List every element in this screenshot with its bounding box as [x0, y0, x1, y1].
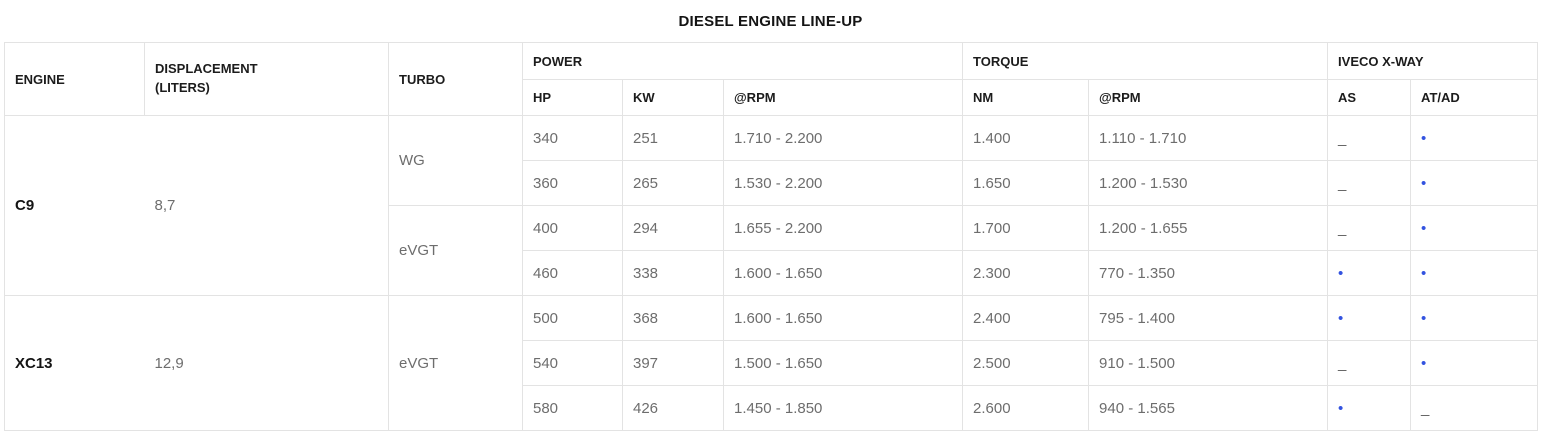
group-header-iveco-x-way: IVECO X-WAY [1327, 42, 1539, 80]
table-row: 580 426 1.450 - 1.850 2.600 940 - 1.565 … [5, 385, 1539, 431]
cell-hp: 540 [522, 340, 623, 386]
col-header-displacement-label: DISPLACEMENT (LITERS) [155, 61, 258, 95]
group-header-torque: TORQUE [962, 42, 1329, 80]
cell-turbo-type: eVGT [388, 205, 523, 296]
col-header-turbo: TURBO [388, 42, 523, 116]
cell-as-availability: _ [1327, 115, 1412, 161]
col-header-power-rpm: @RPM [722, 79, 964, 116]
col-header-hp: HP [522, 79, 623, 116]
table-row: C9 8,7 WG 340 251 1.710 - 2.200 1.400 1.… [4, 115, 1539, 296]
cell-as-availability: _ [1327, 160, 1412, 206]
cell-power-rpm: 1.530 - 2.200 [722, 160, 964, 206]
cell-power-rpm: 1.500 - 1.650 [722, 340, 964, 386]
engine-lineup-table: ENGINE DISPLACEMENT (LITERS) TURBO POWER… [4, 42, 1539, 431]
cell-as-availability: • [1327, 295, 1412, 341]
cell-at-ad-availability: • [1410, 250, 1539, 296]
cell-torque-rpm: 910 - 1.500 [1088, 340, 1329, 386]
cell-power-rpm: 1.710 - 2.200 [722, 115, 964, 161]
cell-nm: 2.600 [962, 385, 1090, 431]
cell-kw: 294 [622, 205, 724, 251]
col-header-kw: KW [622, 79, 724, 116]
cell-hp: 340 [522, 115, 623, 161]
cell-at-ad-availability: • [1410, 115, 1539, 161]
cell-at-ad-availability: • [1410, 160, 1539, 206]
cell-displacement: 12,9 [144, 295, 389, 431]
cell-at-ad-availability: _ [1410, 385, 1539, 431]
cell-torque-rpm: 1.110 - 1.710 [1088, 115, 1329, 161]
cell-hp: 460 [522, 250, 623, 296]
cell-hp: 580 [522, 385, 623, 431]
cell-nm: 1.650 [962, 160, 1090, 206]
table-row: XC13 12,9 eVGT 500 368 1.600 - 1.650 2.4… [4, 295, 1539, 431]
cell-as-availability: _ [1327, 205, 1412, 251]
title-bar: DIESEL ENGINE LINE-UP [0, 0, 1541, 42]
cell-as-availability: • [1327, 250, 1412, 296]
cell-turbo-type: WG [388, 115, 523, 206]
cell-at-ad-availability: • [1410, 340, 1539, 386]
table-row: eVGT 400 294 1.655 - 2.200 1.700 1.200 -… [5, 205, 1539, 296]
header-row-columns: HP KW @RPM NM @RPM AS AT/AD [5, 79, 1539, 116]
table-row: 540 397 1.500 - 1.650 2.500 910 - 1.500 … [5, 340, 1539, 386]
cell-as-availability: • [1327, 385, 1412, 431]
cell-kw: 368 [622, 295, 724, 341]
col-header-torque-rpm: @RPM [1088, 79, 1329, 116]
cell-kw: 338 [622, 250, 724, 296]
header-row-groups: ENGINE DISPLACEMENT (LITERS) TURBO POWER… [4, 42, 1539, 116]
cell-torque-rpm: 1.200 - 1.530 [1088, 160, 1329, 206]
cell-nm: 2.500 [962, 340, 1090, 386]
cell-kw: 426 [622, 385, 724, 431]
cell-hp: 400 [522, 205, 623, 251]
cell-engine-name: XC13 [4, 295, 145, 431]
group-header-power: POWER [521, 42, 964, 80]
cell-kw: 265 [622, 160, 724, 206]
cell-at-ad-availability: • [1410, 295, 1539, 341]
page-title: DIESEL ENGINE LINE-UP [678, 12, 863, 30]
col-header-nm: NM [962, 79, 1090, 116]
table-row: 360 265 1.530 - 2.200 1.650 1.200 - 1.53… [5, 160, 1539, 206]
col-header-displacement: DISPLACEMENT (LITERS) [144, 42, 389, 116]
cell-hp: 500 [522, 295, 623, 341]
table-body: C9 8,7 WG 340 251 1.710 - 2.200 1.400 1.… [4, 115, 1539, 431]
cell-as-availability: _ [1327, 340, 1412, 386]
cell-torque-rpm: 795 - 1.400 [1088, 295, 1329, 341]
cell-at-ad-availability: • [1410, 205, 1539, 251]
col-header-at-ad: AT/AD [1410, 79, 1539, 116]
cell-kw: 251 [622, 115, 724, 161]
table-header: ENGINE DISPLACEMENT (LITERS) TURBO POWER… [4, 42, 1539, 116]
cell-kw: 397 [622, 340, 724, 386]
cell-power-rpm: 1.600 - 1.650 [722, 295, 964, 341]
cell-nm: 2.400 [962, 295, 1090, 341]
col-header-as: AS [1327, 79, 1412, 116]
cell-torque-rpm: 1.200 - 1.655 [1088, 205, 1329, 251]
cell-torque-rpm: 770 - 1.350 [1088, 250, 1329, 296]
cell-power-rpm: 1.600 - 1.650 [722, 250, 964, 296]
cell-hp: 360 [522, 160, 623, 206]
cell-nm: 1.700 [962, 205, 1090, 251]
cell-torque-rpm: 940 - 1.565 [1088, 385, 1329, 431]
cell-displacement: 8,7 [144, 115, 389, 296]
cell-power-rpm: 1.450 - 1.850 [722, 385, 964, 431]
cell-nm: 1.400 [962, 115, 1090, 161]
cell-power-rpm: 1.655 - 2.200 [722, 205, 964, 251]
table-row: 460 338 1.600 - 1.650 2.300 770 - 1.350 … [5, 250, 1539, 296]
col-header-engine: ENGINE [4, 42, 145, 116]
cell-nm: 2.300 [962, 250, 1090, 296]
cell-turbo-type: eVGT [388, 295, 523, 431]
cell-engine-name: C9 [4, 115, 145, 296]
